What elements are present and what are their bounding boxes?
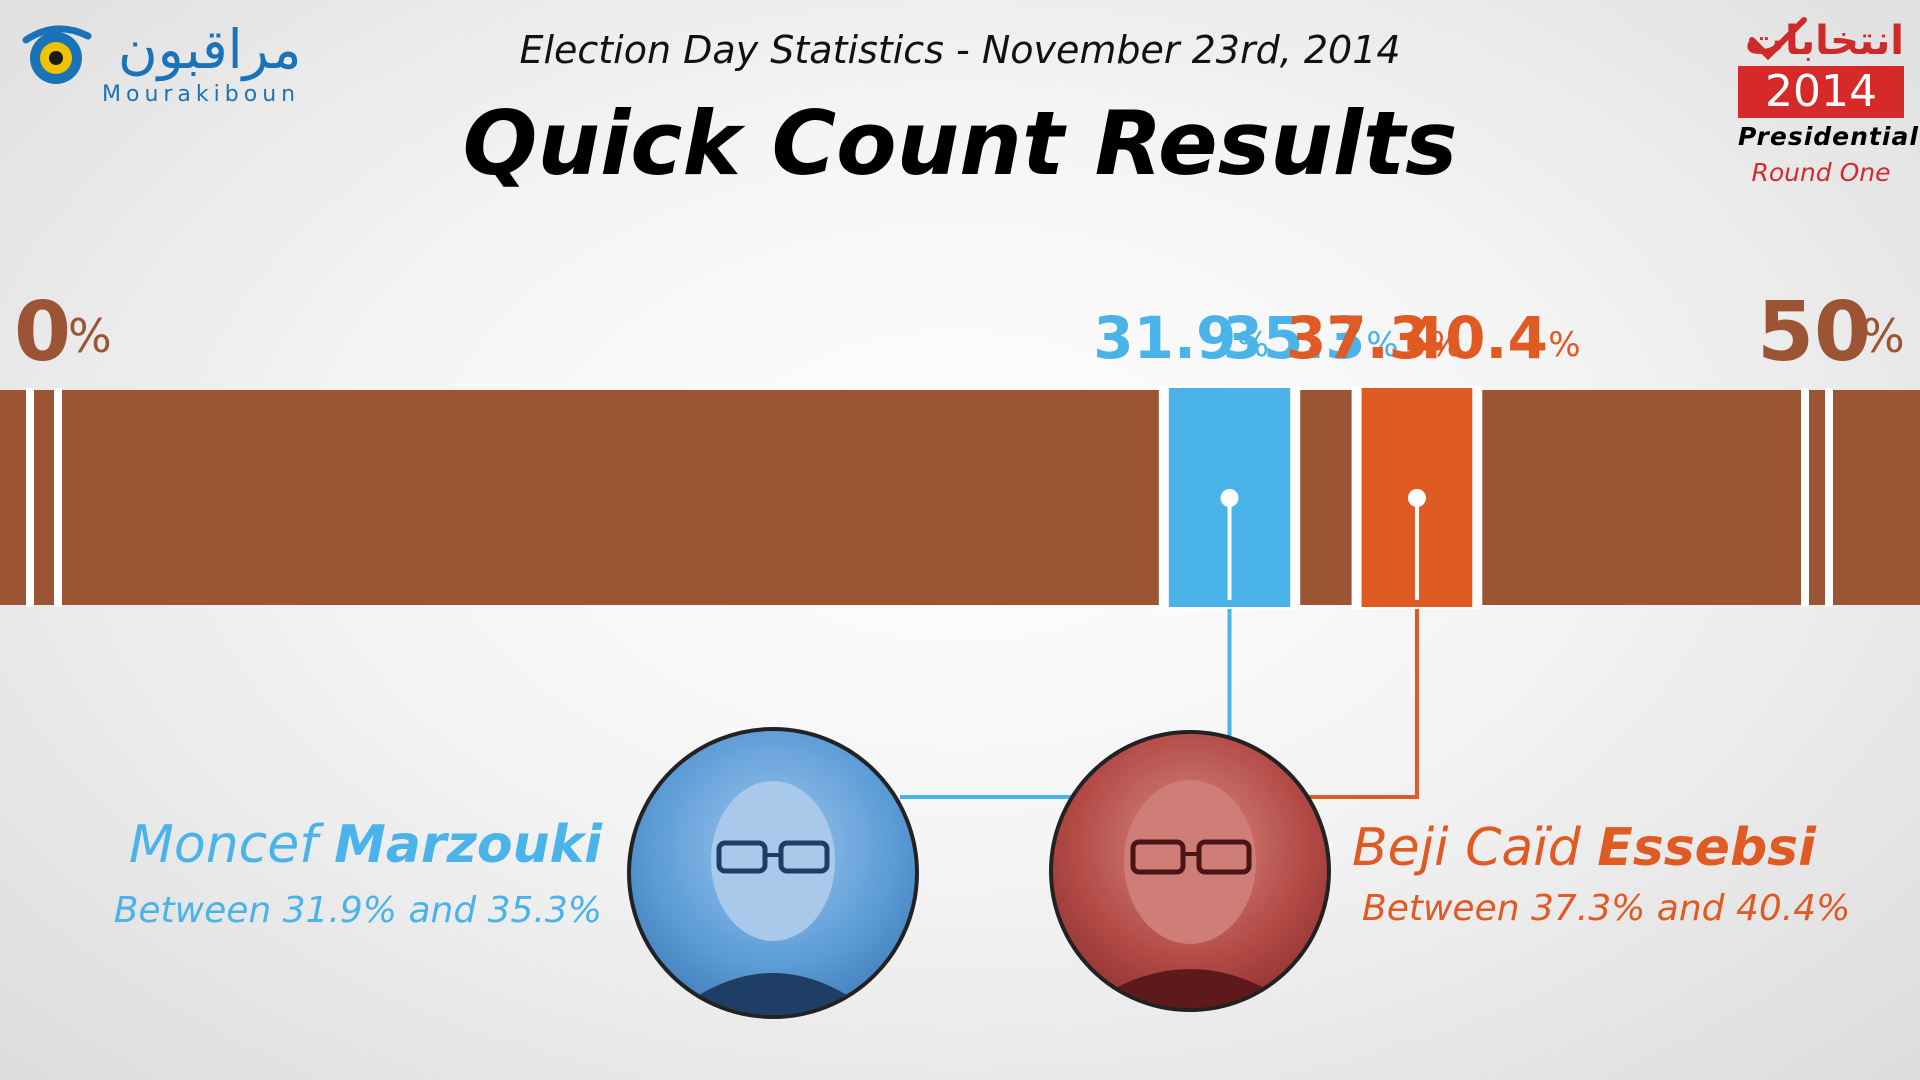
essebsi-connector-line (1305, 609, 1419, 799)
axis-tick-fifty-1 (1825, 388, 1833, 607)
essebsi-portrait-icon (1083, 780, 1297, 1008)
essebsi-photo (1049, 730, 1331, 1012)
logo-latin-text: Mourakiboun (102, 82, 301, 107)
axis-label-max-unit: % (1861, 309, 1905, 363)
essebsi-last-name: Essebsi (1597, 818, 1816, 878)
essebsi-low-label-unit: % (1430, 325, 1462, 365)
axis-bar (0, 390, 1920, 605)
axis-label-min-unit: % (68, 309, 112, 363)
marzouki-range: Between 31.9% and 35.3% (113, 890, 602, 931)
marzouki-low-label-unit: % (1237, 325, 1269, 365)
essebsi-high-label: 40.4 (1405, 304, 1548, 372)
logo-arabic-text: مراقبون (118, 18, 302, 81)
marzouki-last-name: Marzouki (334, 815, 602, 875)
essebsi-low-label: 37.3 (1286, 304, 1429, 372)
eye-icon (22, 25, 92, 84)
badge-year: 2014 (1738, 66, 1904, 118)
marzouki-first-name: Moncef (129, 815, 318, 875)
marzouki-name: Moncef Marzouki (129, 815, 602, 875)
chart-subtitle: Election Day Statistics - November 23rd,… (519, 28, 1401, 72)
badge-round: Round One (1751, 158, 1891, 187)
axis-tick-fifty-0 (1801, 388, 1809, 607)
axis-label-max: 50 (1757, 285, 1871, 380)
marzouki-photo (627, 727, 919, 1019)
essebsi-first-name: Beji Caïd (1352, 818, 1581, 878)
election-badge: انتخابات 2014 Presidential Round One (1730, 14, 1919, 187)
marzouki-high-label-unit: % (1366, 325, 1398, 365)
axis-label-min: 0 (14, 285, 71, 380)
marzouki-high-label: 35.3 (1223, 304, 1366, 372)
mourakiboun-logo: مراقبون Mourakiboun (18, 12, 338, 112)
essebsi-high-label-unit: % (1548, 325, 1580, 365)
marzouki-low-label: 31.9 (1093, 304, 1236, 372)
essebsi-range: Between 37.3% and 40.4% (1362, 888, 1851, 929)
essebsi-name: Beji Caïd Essebsi (1352, 818, 1816, 878)
marzouki-portrait-icon (671, 781, 875, 1015)
axis-tick-zero-1 (54, 388, 62, 607)
badge-election-type: Presidential (1738, 122, 1919, 151)
axis-tick-zero-0 (26, 388, 34, 607)
checkmark-icon (1749, 17, 1807, 61)
chart-title: Quick Count Results (462, 92, 1458, 195)
